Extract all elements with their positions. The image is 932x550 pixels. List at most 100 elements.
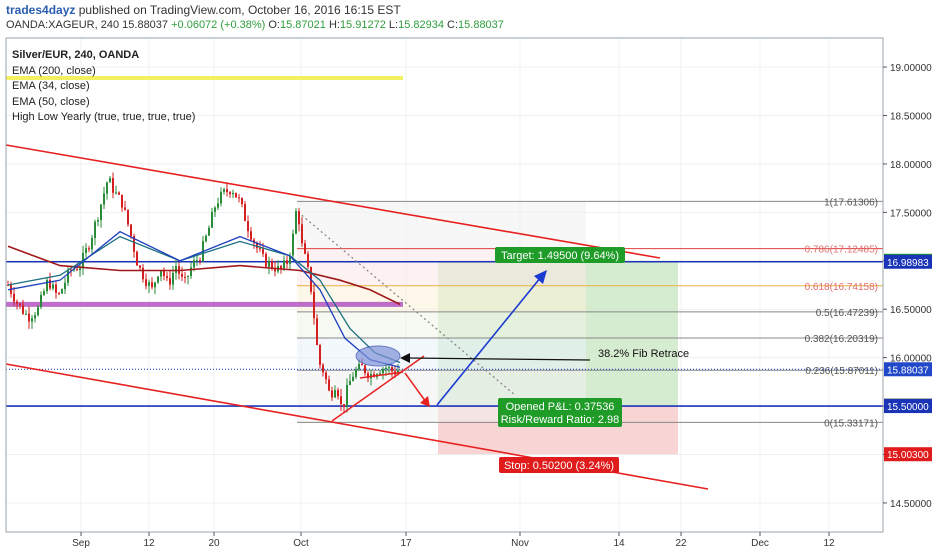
candle-body-80 xyxy=(247,221,249,232)
target-label-bg xyxy=(495,247,625,263)
candle-body-2 xyxy=(13,293,15,302)
candle-body-105 xyxy=(322,364,324,373)
blue-arrow-head xyxy=(534,270,547,284)
price-badge-2: 15.88037 xyxy=(887,365,929,376)
candle-body-126 xyxy=(385,367,387,370)
legend-ema50[interactable]: EMA (50, close) xyxy=(12,95,90,108)
candle-body-113 xyxy=(346,384,348,407)
legend-high-low-yearly[interactable]: High Low Yearly (true, true, true, true) xyxy=(12,111,196,123)
candle-body-107 xyxy=(328,379,330,391)
y-tick-label-8: 18.50000 xyxy=(890,111,932,122)
stop-label-bg xyxy=(499,457,619,473)
candle-body-124 xyxy=(379,373,381,375)
y-tick-label-4: 16.50000 xyxy=(890,305,932,316)
pnl-label: Opened P&L: 0.37536 xyxy=(506,401,615,413)
legend-ema200[interactable]: EMA (200, close) xyxy=(12,64,96,77)
candle-body-125 xyxy=(382,369,384,374)
candle-body-9 xyxy=(34,315,36,319)
red-arrow-head xyxy=(420,396,430,407)
ema34-line xyxy=(7,230,401,368)
candle-body-68 xyxy=(211,211,213,228)
candle-body-67 xyxy=(208,227,210,236)
risk-reward-label-bg xyxy=(498,411,622,427)
y-tick-label-7: 18.00000 xyxy=(890,160,932,171)
candle-body-115 xyxy=(352,376,354,382)
candle-body-4 xyxy=(19,303,21,306)
author-name[interactable]: trades4dayz xyxy=(6,3,76,17)
candle-body-93 xyxy=(286,260,288,264)
symbol-label: OANDA:XAGEUR, 240 xyxy=(6,19,120,31)
candle-body-26 xyxy=(85,248,87,253)
candle-body-110 xyxy=(337,390,339,397)
fib-band-0 xyxy=(297,201,586,249)
candle-body-55 xyxy=(172,272,174,285)
high-label: H: xyxy=(328,19,340,31)
retrace-ellipse xyxy=(355,345,401,367)
target-label: Target: 1.49500 (9.64%) xyxy=(501,250,619,262)
x-tick-label-4: 17 xyxy=(400,538,412,549)
candle-body-117 xyxy=(358,363,360,370)
candle-body-31 xyxy=(100,204,102,221)
candle-body-34 xyxy=(109,177,111,183)
candle-body-29 xyxy=(94,221,96,238)
candle-body-54 xyxy=(169,277,171,285)
candle-body-64 xyxy=(199,260,201,262)
candle-body-17 xyxy=(58,292,60,294)
candle-body-95 xyxy=(292,233,294,256)
candle-body-75 xyxy=(232,192,234,195)
fib-note-arrow-line xyxy=(407,357,591,361)
candle-body-66 xyxy=(205,235,207,242)
candle-body-109 xyxy=(334,390,336,398)
candle-body-91 xyxy=(280,265,282,269)
annotations: 38.2% Fib Retrace Target: 1.49500 (9.64%)… xyxy=(331,247,689,473)
candle-body-103 xyxy=(316,318,318,346)
candle-body-79 xyxy=(244,204,246,222)
candle-body-19 xyxy=(64,282,66,290)
candle-body-39 xyxy=(124,207,126,210)
low-value: 15.82934 xyxy=(398,19,444,31)
candle-body-111 xyxy=(340,396,342,405)
y-tick-label-6: 17.50000 xyxy=(890,208,932,219)
candle-body-73 xyxy=(226,189,228,193)
fib-band-3 xyxy=(297,311,586,338)
x-tick-label-1: 12 xyxy=(143,538,155,549)
candle-body-27 xyxy=(88,248,90,250)
candle-body-53 xyxy=(166,276,168,278)
last-price: 15.88037 xyxy=(122,19,169,31)
candle-body-3 xyxy=(16,301,18,304)
risk-reward-label: Risk/Reward Ratio: 2.98 xyxy=(501,414,620,426)
moving-averages xyxy=(7,230,401,368)
candle-body-100 xyxy=(307,253,309,267)
candle-body-118 xyxy=(361,363,363,366)
x-tick-label-6: 14 xyxy=(613,538,625,549)
candle-body-40 xyxy=(127,209,129,225)
ema200-line xyxy=(7,245,401,306)
candle-body-69 xyxy=(214,207,216,212)
candle-body-114 xyxy=(349,381,351,385)
candle-body-10 xyxy=(37,307,39,316)
channel-top-line xyxy=(5,144,661,259)
candle-body-60 xyxy=(187,276,189,278)
fib-label-6: 0(15.33171) xyxy=(824,418,878,429)
stop-label: Stop: 0.50200 (3.24%) xyxy=(504,460,614,472)
fib-label-1: 0.786(17.12485) xyxy=(805,245,878,256)
candle-body-42 xyxy=(133,236,135,252)
red-arrow-line xyxy=(404,372,427,403)
candle-body-119 xyxy=(364,365,366,374)
candle-body-106 xyxy=(325,372,327,380)
candle-body-96 xyxy=(295,211,297,234)
candle-body-45 xyxy=(142,267,144,280)
x-tick-label-9: 12 xyxy=(823,538,835,549)
ohlc-line: OANDA:XAGEUR, 240 15.88037 +0.06072 (+0.… xyxy=(6,19,504,31)
axes: 14.5000015.0000015.5000016.0000016.50000… xyxy=(5,37,932,549)
candle-body-127 xyxy=(388,367,390,369)
plot-border xyxy=(5,37,884,533)
candle-body-47 xyxy=(148,282,150,286)
candle-body-36 xyxy=(115,192,117,194)
price-badge-5: 15.00300 xyxy=(887,450,929,461)
candle-body-102 xyxy=(313,291,315,319)
fib-label-0: 1(17.61306) xyxy=(824,197,878,208)
legend-ema34[interactable]: EMA (34, close) xyxy=(12,80,90,92)
